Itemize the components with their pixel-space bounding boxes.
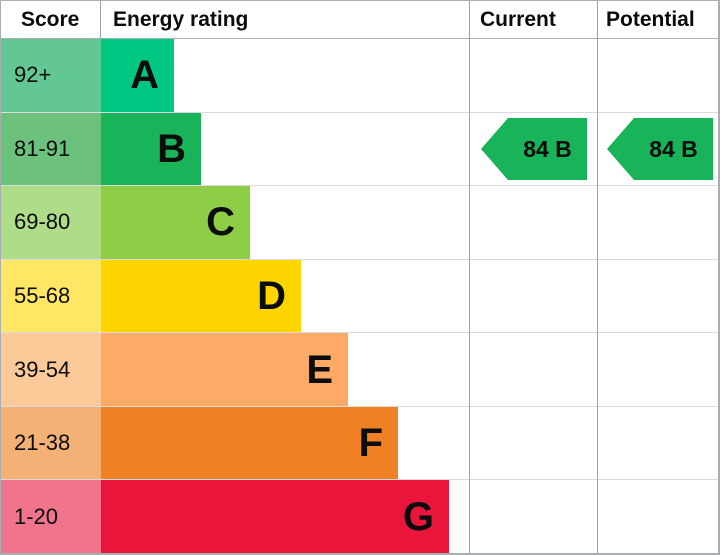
chart-header: Score Energy rating Current Potential: [1, 1, 718, 39]
header-potential: Potential: [606, 7, 695, 31]
band-row-b: 81-91 B: [1, 111, 718, 186]
band-score-range-g: 1-20: [1, 480, 101, 553]
band-row-e: 39-54 E: [1, 332, 718, 406]
current-rating-label: 84 B: [523, 135, 572, 162]
band-bar-f: F: [101, 406, 398, 480]
band-row-d: 55-68 D: [1, 258, 718, 333]
band-score-range-f: 21-38: [1, 406, 101, 480]
header-energy-rating: Energy rating: [113, 7, 249, 31]
header-score: Score: [1, 1, 101, 38]
current-rating-arrow: 84 B: [481, 118, 587, 180]
current-column-divider: [469, 1, 470, 553]
band-score-range-e: 39-54: [1, 333, 101, 406]
band-bar-g: G: [101, 480, 449, 553]
band-bar-a: A: [101, 39, 174, 112]
band-bar-b: B: [101, 112, 201, 186]
band-rows: 92+ A 81-91 B 69-80 C 55-68 D 39-54 E 21-38 F 1-20 G: [1, 39, 718, 553]
band-row-g: 1-20 G: [1, 479, 718, 553]
band-row-c: 69-80 C: [1, 185, 718, 259]
band-score-range-d: 55-68: [1, 259, 101, 333]
potential-rating-arrow: 84 B: [607, 118, 713, 180]
band-bar-d: D: [101, 259, 301, 333]
band-row-a: 92+ A: [1, 39, 718, 112]
band-bar-c: C: [101, 186, 250, 259]
band-bar-e: E: [101, 333, 348, 406]
band-score-range-b: 81-91: [1, 112, 101, 186]
potential-rating-label: 84 B: [649, 135, 698, 162]
band-score-range-c: 69-80: [1, 186, 101, 259]
current-arrow-shape: [481, 118, 587, 180]
band-row-f: 21-38 F: [1, 405, 718, 480]
potential-column-divider: [597, 1, 598, 553]
header-current: Current: [480, 7, 556, 31]
band-score-range-a: 92+: [1, 39, 101, 112]
potential-arrow-shape: [607, 118, 713, 180]
